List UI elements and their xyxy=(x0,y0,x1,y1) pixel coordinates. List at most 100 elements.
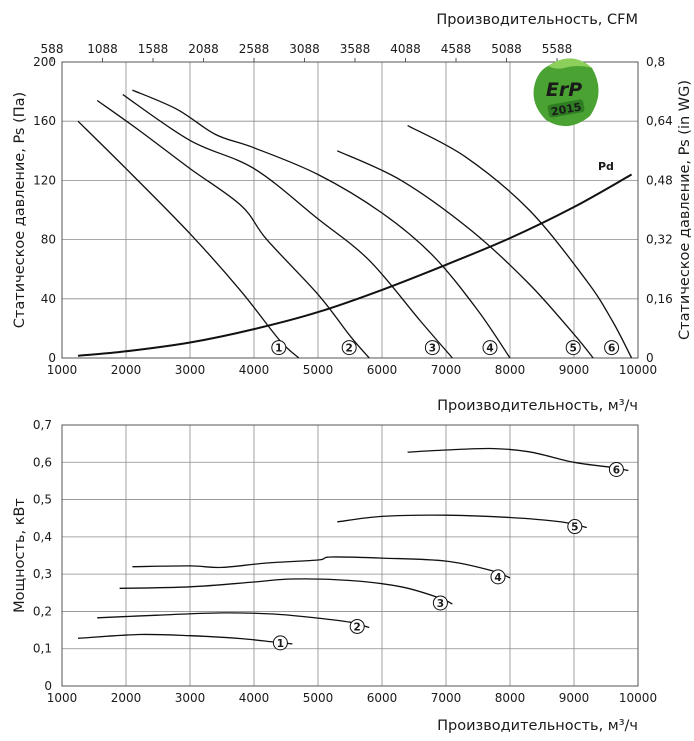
power-marker-2 xyxy=(349,618,365,634)
x-axis-title: Производительность, м³/ч xyxy=(437,718,638,734)
y-tick-label: 0,1 xyxy=(33,642,52,656)
power-marker-6 xyxy=(608,461,624,477)
x-tick-label: 5000 xyxy=(303,363,334,377)
power-marker-1 xyxy=(272,635,288,651)
x-tick-label: 5000 xyxy=(303,691,334,705)
curve-marker-label: 3 xyxy=(429,343,436,355)
y-right-tick-label: 0,16 xyxy=(646,292,673,306)
x-tick-label: 7000 xyxy=(431,691,462,705)
x-tick-label: 8000 xyxy=(495,363,526,377)
y-tick-label: 0,7 xyxy=(33,418,52,432)
x-top-tick-label: 5588 xyxy=(542,42,573,56)
fan-curve-4 xyxy=(132,89,511,359)
x-top-tick-label: 1588 xyxy=(138,42,169,56)
x-tick-label: 3000 xyxy=(175,691,206,705)
x-top-tick-label: 4088 xyxy=(390,42,421,56)
curve-marker-3 xyxy=(424,340,440,356)
power-marker-label: 4 xyxy=(494,572,501,584)
power-curve-2 xyxy=(97,612,370,629)
fan-curve-6 xyxy=(407,125,633,359)
power-marker-label: 6 xyxy=(613,464,620,476)
y-tick-label: 200 xyxy=(33,55,56,69)
power-marker-label: 3 xyxy=(437,598,444,610)
erp-year-text: 2015 xyxy=(550,100,582,118)
x-axis-title: Производительность, м³/ч xyxy=(437,398,638,414)
power-curve-6 xyxy=(407,447,629,472)
x-tick-label: 1000 xyxy=(47,691,78,705)
x-tick-label: 4000 xyxy=(239,363,270,377)
x-tick-label: 10000 xyxy=(619,363,657,377)
power-marker-4 xyxy=(490,569,506,585)
x-tick-label: 4000 xyxy=(239,691,270,705)
y-axis-title: Статическое давление, Ps (Па) xyxy=(12,92,28,328)
plot-frame xyxy=(61,61,639,359)
x-top-tick-label: 5088 xyxy=(491,42,522,56)
x-tick-label: 6000 xyxy=(367,691,398,705)
y-tick-label: 0,4 xyxy=(33,530,52,544)
y-tick-label: 120 xyxy=(33,173,56,187)
x-tick-label: 7000 xyxy=(431,363,462,377)
curve-marker-label: 6 xyxy=(608,343,615,355)
curve-marker-2 xyxy=(341,340,357,356)
pd-label: Pd xyxy=(598,160,614,173)
fan-curve-5 xyxy=(336,150,594,359)
curve-marker-5 xyxy=(565,340,581,356)
y-tick-label: 40 xyxy=(41,292,56,306)
y-tick-label: 0,5 xyxy=(33,493,52,507)
y-right-tick-label: 0,48 xyxy=(646,173,673,187)
curve-marker-label: 4 xyxy=(486,343,493,355)
x-top-tick-label: 2588 xyxy=(239,42,270,56)
power-marker-label: 5 xyxy=(571,522,578,534)
x-top-tick-label: 2088 xyxy=(188,42,219,56)
curve-marker-label: 2 xyxy=(346,343,353,355)
power-marker-3 xyxy=(432,595,448,611)
erp-text: ErP xyxy=(546,79,582,101)
x-tick-label: 9000 xyxy=(559,691,590,705)
x-tick-label: 10000 xyxy=(619,691,657,705)
power-chart: 1000 2000 3000 4000 5000 6000 7000 8000 9000 1000… xyxy=(12,418,657,734)
curve-marker-label: 5 xyxy=(570,343,577,355)
y-tick-label: 0 xyxy=(48,351,56,365)
curve-marker-1 xyxy=(271,340,287,356)
y-tick-label: 160 xyxy=(33,114,56,128)
y-tick-label: 0 xyxy=(44,679,52,693)
y-tick-label: 0,2 xyxy=(33,604,52,618)
y-axis-title: Мощность, кВт xyxy=(12,498,28,613)
pressure-chart: 1000 2000 3000 4000 5000 6000 7000 8000 9000 1000… xyxy=(12,12,693,414)
x-tick-label: 1000 xyxy=(47,363,78,377)
x-top-axis-title: Производительность, CFM xyxy=(436,12,638,28)
x-tick-label: 9000 xyxy=(559,363,590,377)
x-tick-label: 8000 xyxy=(495,691,526,705)
x-tick-label: 3000 xyxy=(175,363,206,377)
curve-marker-6 xyxy=(604,340,620,356)
y-tick-label: 80 xyxy=(41,233,56,247)
fan-curve-3 xyxy=(122,94,453,359)
y-right-tick-label: 0 xyxy=(646,351,654,365)
x-top-tick-label: 588 xyxy=(41,42,64,56)
plot-frame xyxy=(61,424,639,687)
curve-marker-4 xyxy=(482,340,498,356)
power-marker-5 xyxy=(567,519,583,535)
y-right-tick-label: 0,32 xyxy=(646,233,673,247)
x-top-tick-label: 1088 xyxy=(87,42,118,56)
y-right-axis-title: Статическое давление, Ps (in WG) xyxy=(677,80,693,340)
power-curve-1 xyxy=(77,633,293,645)
x-tick-label: 2000 xyxy=(111,363,142,377)
pd-curve xyxy=(77,173,633,357)
power-curve-4 xyxy=(132,556,511,579)
power-curve-3 xyxy=(119,578,453,605)
erp-year-band xyxy=(547,99,585,118)
y-right-tick-label: 0,64 xyxy=(646,114,673,128)
y-right-tick-label: 0,8 xyxy=(646,55,665,69)
x-tick-label: 2000 xyxy=(111,691,142,705)
x-top-tick-label: 3588 xyxy=(340,42,371,56)
x-tick-label: 6000 xyxy=(367,363,398,377)
power-marker-label: 2 xyxy=(354,621,361,633)
fan-curve-2 xyxy=(96,99,370,359)
power-marker-label: 1 xyxy=(277,638,284,650)
x-top-tick-label: 4588 xyxy=(441,42,472,56)
curve-marker-label: 1 xyxy=(275,343,282,355)
